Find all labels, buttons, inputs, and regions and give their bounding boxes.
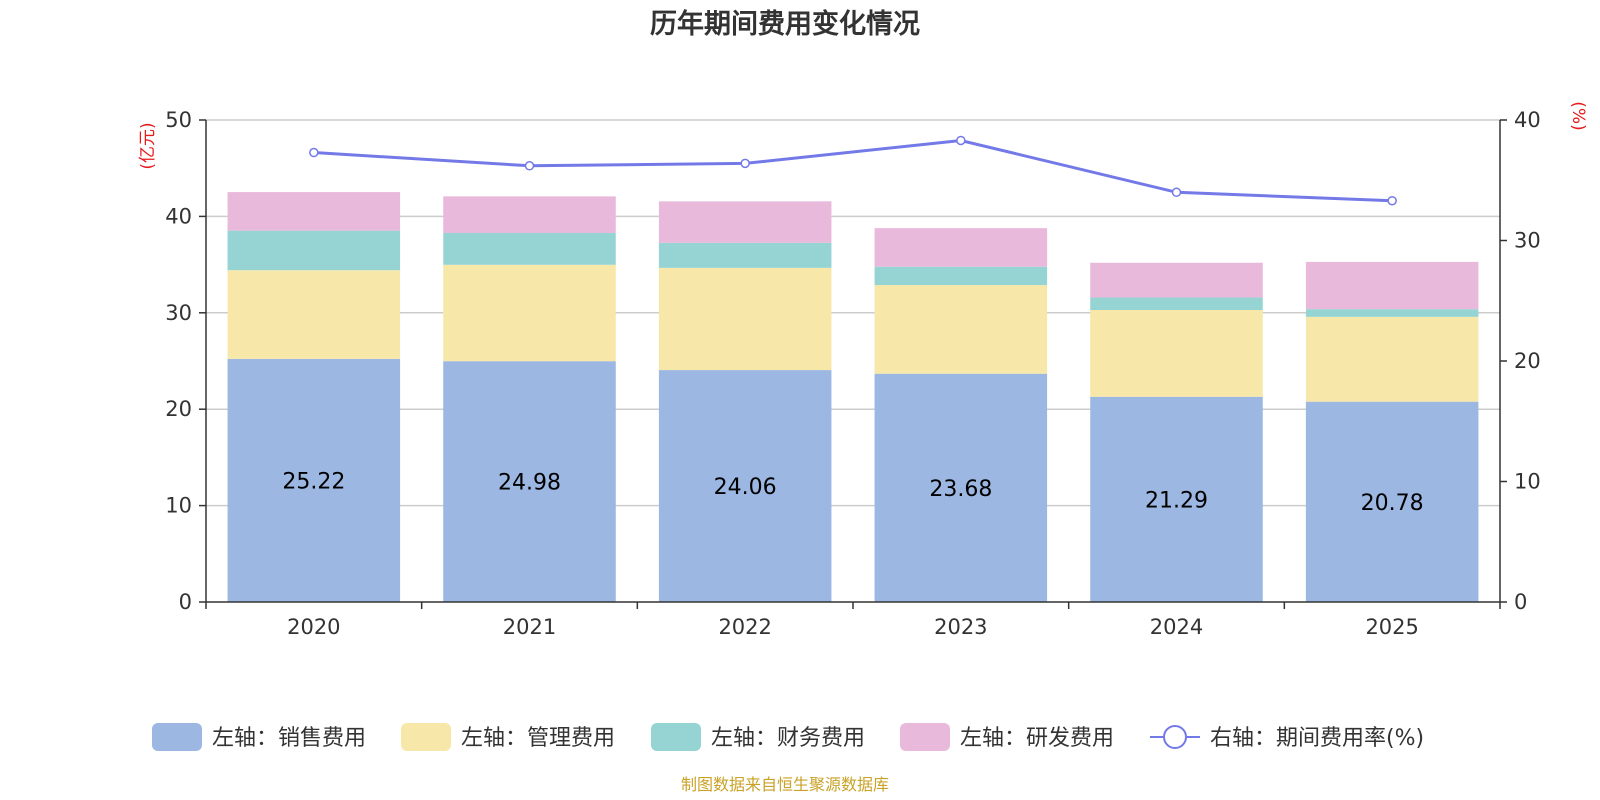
left-tick-label: 50 (165, 108, 192, 132)
bar-2024-series-2 (1090, 297, 1263, 311)
x-tick-label: 2020 (287, 615, 340, 639)
rate-line-group (309, 135, 1397, 206)
bar-2023-series-2 (874, 266, 1048, 286)
bar-value-label: 23.68 (929, 477, 992, 502)
bar-2025-series-2 (1305, 309, 1479, 317)
left-tick-label: 30 (165, 301, 192, 325)
bar-2021-series-1 (443, 264, 616, 362)
legend-label: 左轴：研发费用 (960, 726, 1114, 751)
legend-swatch-0 (152, 723, 202, 751)
right-tick-label: 0 (1514, 590, 1527, 614)
axes: 0 10 20 30 40 50 0 10 20 30 40 2020 2021 2022 2023 2024… (165, 108, 1540, 639)
rate-point (956, 135, 966, 146)
bar-2022-series-3 (658, 201, 832, 243)
legend-label: 左轴：销售费用 (212, 726, 366, 751)
x-tick-label: 2023 (934, 615, 987, 639)
x-tick-label: 2021 (503, 615, 556, 639)
legend-swatch-1 (401, 723, 451, 751)
bar-2020-series-2 (227, 230, 401, 271)
bar-value-label: 24.06 (714, 475, 777, 500)
bar-2025-series-1 (1305, 316, 1479, 402)
bars-group: 25.22 24.98 24.06 23.68 21.29 20.78 (227, 192, 1479, 602)
legend-label: 右轴：期间费用率(%) (1210, 726, 1424, 751)
bar-2023-series-3 (874, 228, 1048, 267)
right-tick-label: 20 (1514, 349, 1541, 373)
bar-2021-series-3 (443, 196, 616, 233)
bar-value-label: 21.29 (1145, 488, 1208, 513)
rate-point (524, 161, 535, 171)
bar-2020-series-1 (227, 270, 401, 359)
bar-2023-series-0 (874, 373, 1048, 602)
right-tick-label: 10 (1514, 470, 1541, 494)
bar-2022-series-1 (658, 267, 832, 371)
rate-line (313, 138, 1393, 203)
bar-2024-series-0 (1090, 396, 1263, 602)
right-axis-unit: (%) (1568, 101, 1588, 130)
rate-point (1387, 195, 1397, 206)
left-axis-unit: (亿元) (138, 122, 158, 169)
bar-2025-series-0 (1305, 401, 1479, 602)
legend-label: 左轴：管理费用 (461, 726, 615, 751)
legend: 左轴：销售费用 左轴：管理费用 左轴：财务费用 左轴：研发费用 右轴：期间费用率(%) (152, 723, 1424, 751)
left-tick-label: 20 (165, 397, 192, 421)
rate-point (740, 158, 750, 169)
chart-title: 历年期间费用变化情况 (650, 8, 920, 40)
bar-2021-series-0 (443, 361, 616, 602)
bar-2020-series-3 (227, 192, 401, 231)
left-tick-label: 0 (179, 590, 192, 614)
left-tick-label: 10 (165, 494, 192, 518)
source-note: 制图数据来自恒生聚源数据库 (681, 775, 889, 794)
x-tick-label: 2024 (1150, 615, 1203, 639)
bar-2024-series-3 (1090, 262, 1263, 298)
bar-2023-series-1 (874, 285, 1048, 374)
rate-point (309, 147, 319, 158)
legend-label: 左轴：财务费用 (711, 726, 865, 751)
bar-2022-series-2 (658, 242, 832, 268)
bar-value-label: 25.22 (282, 469, 345, 494)
legend-line-marker (1163, 725, 1187, 749)
bar-2021-series-2 (443, 232, 616, 265)
x-tick-label: 2022 (718, 615, 771, 639)
x-tick-label: 2025 (1365, 615, 1418, 639)
left-tick-label: 40 (165, 204, 192, 228)
right-tick-label: 40 (1514, 108, 1541, 132)
bar-value-label: 24.98 (498, 471, 561, 496)
gridlines (206, 119, 1500, 507)
right-tick-label: 30 (1514, 229, 1541, 253)
bar-value-label: 20.78 (1361, 491, 1424, 516)
legend-swatch-2 (651, 723, 701, 751)
bar-2025-series-3 (1305, 261, 1479, 310)
legend-swatch-3 (900, 723, 950, 751)
bar-2020-series-0 (227, 358, 401, 602)
bar-2022-series-0 (658, 370, 832, 602)
bar-2024-series-1 (1090, 310, 1263, 397)
rate-point (1171, 187, 1182, 198)
